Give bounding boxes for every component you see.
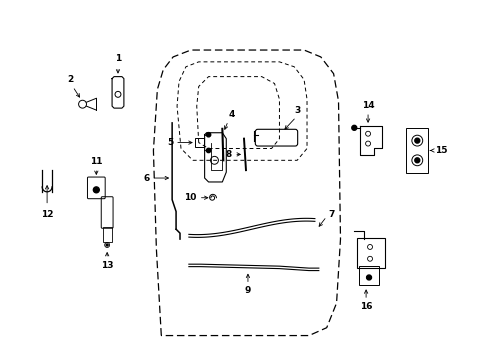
Circle shape xyxy=(351,125,356,130)
Circle shape xyxy=(93,187,99,193)
Text: 13: 13 xyxy=(101,261,113,270)
Circle shape xyxy=(366,275,371,280)
Circle shape xyxy=(414,158,419,163)
Text: 5: 5 xyxy=(166,138,173,147)
Circle shape xyxy=(414,138,419,143)
Circle shape xyxy=(206,148,210,153)
Text: 10: 10 xyxy=(184,193,196,202)
Text: 14: 14 xyxy=(361,101,374,110)
Text: 12: 12 xyxy=(41,210,53,219)
Text: 9: 9 xyxy=(244,286,251,295)
Text: 11: 11 xyxy=(90,157,102,166)
Text: 6: 6 xyxy=(143,174,149,183)
Text: 15: 15 xyxy=(434,146,447,155)
Text: 4: 4 xyxy=(228,110,234,119)
Text: 16: 16 xyxy=(359,302,371,311)
Text: 1: 1 xyxy=(115,54,121,63)
Circle shape xyxy=(106,244,108,246)
Text: 7: 7 xyxy=(328,210,334,219)
Circle shape xyxy=(206,132,210,137)
Text: 3: 3 xyxy=(294,106,300,115)
Text: 8: 8 xyxy=(225,150,232,159)
Text: 2: 2 xyxy=(67,76,74,85)
